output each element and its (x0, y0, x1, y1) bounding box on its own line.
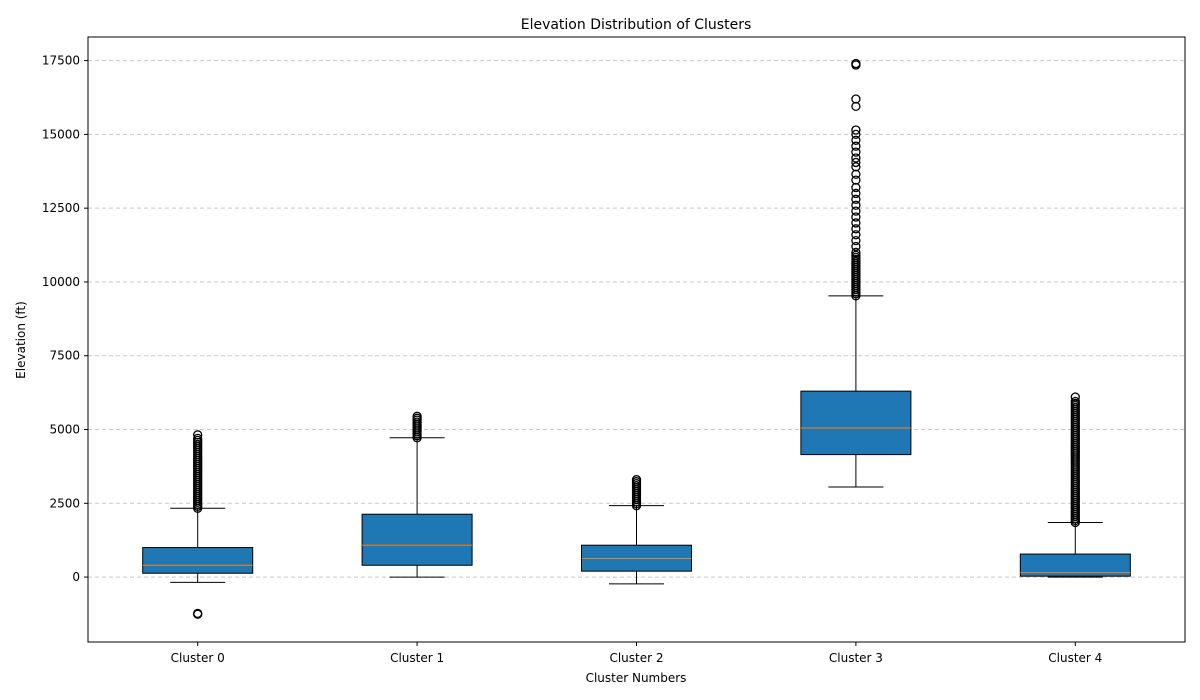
outlier-point (851, 162, 861, 172)
outlier-point (851, 135, 861, 145)
outlier-point (193, 433, 203, 444)
outlier-point (851, 241, 861, 252)
y-tick-label: 12500 (42, 201, 80, 215)
outlier-point (412, 411, 422, 421)
box-iqr (361, 513, 473, 566)
box-group-1 (361, 411, 473, 578)
y-tick-label: 17500 (42, 54, 80, 68)
box-group-3 (800, 58, 912, 488)
outlier-point (851, 188, 861, 199)
x-tick-label: Cluster 0 (171, 651, 225, 665)
x-tick-label: Cluster 1 (390, 651, 444, 665)
outlier-point (851, 218, 861, 228)
box-iqr (1019, 553, 1131, 577)
outlier-point (851, 235, 861, 246)
outlier-point (851, 58, 861, 69)
outlier-point (851, 175, 861, 185)
box-group-0 (142, 430, 254, 619)
outlier-point (851, 147, 861, 157)
outlier-point (851, 141, 861, 151)
outlier-point (851, 129, 861, 140)
x-tick-label: Cluster 2 (609, 651, 663, 665)
outlier-point (851, 206, 861, 216)
outlier-point (1070, 396, 1080, 407)
outlier-point (851, 250, 861, 261)
y-tick-label: 2500 (49, 496, 80, 510)
box-iqr (800, 390, 912, 456)
outlier-point (851, 230, 861, 240)
y-axis-title: Elevation (ft) (14, 301, 28, 379)
outlier-point (193, 609, 203, 619)
box-group-4 (1019, 392, 1131, 578)
y-tick-label: 10000 (42, 275, 80, 289)
ticks-layer: 0 2500 5000 7500 10000 12500 15000 17500 Cluster… (42, 54, 1103, 665)
outlier-point (631, 475, 642, 485)
outlier-point (851, 200, 861, 210)
outlier-point (1070, 392, 1080, 402)
y-tick-label: 0 (72, 570, 80, 584)
chart-title: Elevation Distribution of Clusters (521, 17, 752, 33)
boxes-layer (142, 58, 1131, 619)
y-tick-label: 5000 (49, 423, 80, 437)
box-iqr (142, 547, 254, 574)
outlier-point (851, 224, 861, 234)
outlier-point (193, 430, 203, 440)
x-tick-label: Cluster 3 (829, 651, 883, 665)
outlier-point (851, 247, 861, 258)
x-tick-label: Cluster 4 (1048, 651, 1102, 665)
box-group-2 (581, 475, 692, 585)
y-tick-label: 7500 (49, 349, 80, 363)
y-tick-label: 15000 (42, 127, 80, 141)
x-axis-title: Cluster Numbers (586, 671, 687, 685)
outlier-point (851, 125, 861, 135)
plot-area-frame (87, 36, 1186, 643)
outlier-point (851, 157, 861, 168)
outlier-point (851, 212, 861, 222)
outlier-point (851, 153, 861, 163)
outlier-point (851, 94, 861, 104)
outlier-point (851, 194, 861, 204)
